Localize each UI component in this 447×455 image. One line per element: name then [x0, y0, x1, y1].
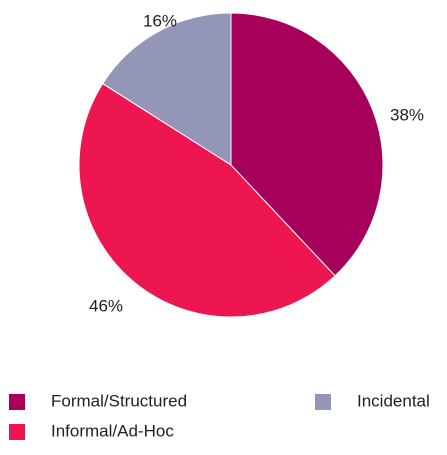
legend: Formal/Structured Informal/Ad-Hoc Incident… [9, 391, 430, 440]
legend-label: Informal/Ad-Hoc [51, 421, 174, 440]
legend-swatch [315, 394, 331, 410]
pie-slice-incidental [101, 12, 232, 166]
pie-slices [78, 12, 384, 318]
slice-percent-label: 38% [390, 105, 424, 124]
slice-percent-label: 16% [143, 11, 177, 30]
legend-label: Incidental [357, 391, 430, 410]
pie-slice-formal-structured [230, 12, 384, 277]
pie-slice-informal-ad-hoc [78, 82, 336, 318]
legend-label: Formal/Structured [51, 391, 187, 410]
legend-swatch [9, 424, 25, 440]
slice-labels: 38% 46% 16% [89, 11, 424, 315]
slice-percent-label: 46% [89, 296, 123, 315]
legend-swatch [9, 394, 25, 410]
